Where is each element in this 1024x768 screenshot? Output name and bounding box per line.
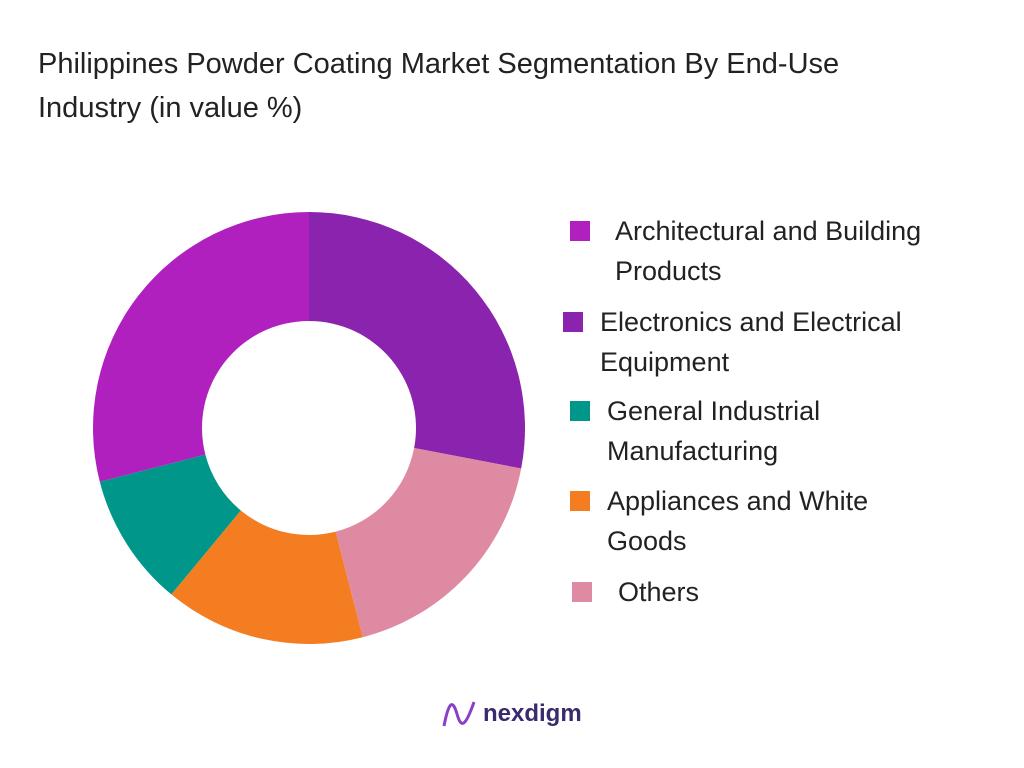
legend-label: General Industrial Manufacturing <box>607 396 821 466</box>
donut-segment <box>335 448 522 638</box>
legend-item: General Industrial Manufacturing <box>570 391 927 471</box>
legend-label: Appliances and White Goods <box>607 486 869 556</box>
logo-text: nexdigm <box>483 700 582 727</box>
legend-swatch <box>570 221 590 241</box>
donut-segment <box>92 212 309 482</box>
donut-segment <box>171 510 363 644</box>
legend-item: Others <box>572 572 918 612</box>
logo-icon <box>442 701 476 727</box>
chart-title: Philippines Powder Coating Market Segmen… <box>38 48 840 124</box>
legend-label: Others <box>618 577 700 607</box>
legend-item: Architectural and Building Products <box>570 211 1015 291</box>
donut-segment <box>99 454 241 595</box>
legend-label: Electronics and Electrical Equipment <box>600 307 902 377</box>
legend-swatch <box>570 491 590 511</box>
legend-item: Electronics and Electrical Equipment <box>563 302 1000 382</box>
legend-item: Appliances and White Goods <box>570 481 952 561</box>
legend-swatch <box>563 312 583 332</box>
legend-swatch <box>572 582 592 602</box>
donut-segment <box>309 212 526 469</box>
legend-label: Architectural and Building Products <box>615 216 922 286</box>
logo: nexdigm <box>441 698 582 730</box>
legend-swatch <box>570 401 590 421</box>
